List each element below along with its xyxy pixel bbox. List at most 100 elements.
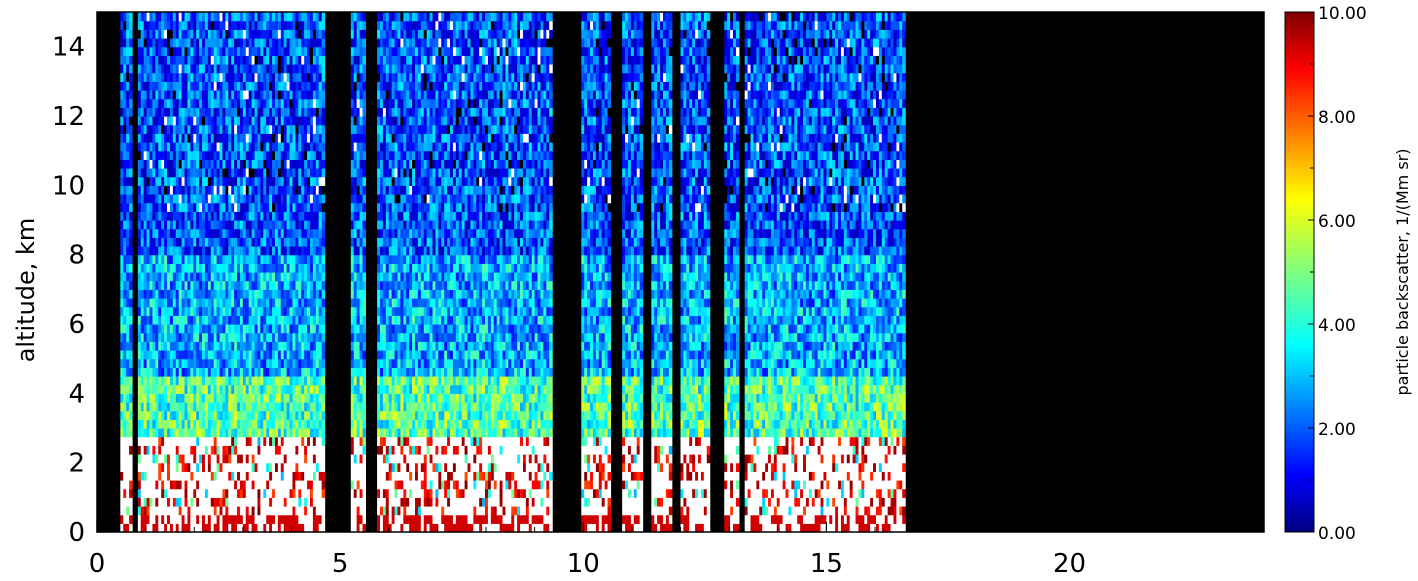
heatmap-cell bbox=[362, 428, 366, 437]
heatmap-cell bbox=[129, 73, 133, 82]
heatmap-cell bbox=[322, 263, 326, 272]
heatmap-cell bbox=[129, 333, 133, 342]
heatmap-cell bbox=[129, 411, 133, 420]
heatmap-cell bbox=[322, 55, 326, 64]
heatmap-cell bbox=[322, 489, 326, 498]
heatmap-cell bbox=[322, 437, 326, 446]
heatmap-cell bbox=[129, 38, 133, 47]
heatmap-cell bbox=[322, 341, 326, 350]
heatmap-cell bbox=[129, 419, 133, 428]
heatmap-cell bbox=[362, 497, 366, 506]
heatmap-cell bbox=[129, 402, 133, 411]
heatmap-cell bbox=[322, 107, 326, 116]
heatmap-cell bbox=[362, 159, 366, 168]
heatmap-cell bbox=[129, 133, 133, 142]
heatmap-cell bbox=[322, 142, 326, 151]
heatmap-cell bbox=[322, 90, 326, 99]
heatmap-cell bbox=[129, 203, 133, 212]
heatmap-cell bbox=[362, 263, 366, 272]
heatmap-cell bbox=[129, 281, 133, 290]
heatmap-cell bbox=[129, 107, 133, 116]
heatmap-cell bbox=[362, 125, 366, 134]
heatmap-cell bbox=[129, 489, 133, 498]
heatmap-cell bbox=[362, 29, 366, 38]
heatmap-cell bbox=[129, 445, 133, 454]
heatmap-cell bbox=[129, 246, 133, 255]
heatmap-cell bbox=[129, 151, 133, 160]
heatmap-cell bbox=[129, 289, 133, 298]
heatmap-cell bbox=[362, 315, 366, 324]
heatmap-cell bbox=[362, 194, 366, 203]
heatmap-cell bbox=[362, 237, 366, 246]
heatmap-cell bbox=[322, 411, 326, 420]
heatmap-cell bbox=[129, 376, 133, 385]
heatmap-cell bbox=[362, 116, 366, 125]
plot-area bbox=[97, 12, 1264, 533]
heatmap-cell bbox=[129, 341, 133, 350]
heatmap-cell bbox=[362, 402, 366, 411]
heatmap-cell bbox=[362, 411, 366, 420]
heatmap-cell bbox=[129, 99, 133, 108]
heatmap-cell bbox=[362, 437, 366, 446]
heatmap-cell bbox=[322, 454, 326, 463]
heatmap-cell bbox=[362, 350, 366, 359]
heatmap-cell bbox=[129, 298, 133, 307]
heatmap-cell bbox=[129, 463, 133, 472]
heatmap-cell bbox=[362, 523, 366, 532]
heatmap-cell bbox=[362, 307, 366, 316]
heatmap-cell bbox=[322, 99, 326, 108]
heatmap-cell bbox=[362, 341, 366, 350]
heatmap-cell bbox=[362, 73, 366, 82]
heatmap-cell bbox=[362, 142, 366, 151]
heatmap-cell bbox=[362, 471, 366, 480]
heatmap-cell bbox=[129, 194, 133, 203]
heatmap-cell bbox=[322, 385, 326, 394]
heatmap-cell bbox=[322, 64, 326, 73]
heatmap-cell bbox=[322, 376, 326, 385]
heatmap-cell bbox=[362, 211, 366, 220]
heatmap-cell bbox=[362, 298, 366, 307]
heatmap-cell bbox=[322, 29, 326, 38]
heatmap-cell bbox=[362, 47, 366, 56]
heatmap-cell bbox=[322, 133, 326, 142]
heatmap-cell bbox=[322, 350, 326, 359]
heatmap-cell bbox=[129, 428, 133, 437]
heatmap-cell bbox=[129, 307, 133, 316]
heatmap-cell bbox=[362, 55, 366, 64]
heatmap-cell bbox=[322, 229, 326, 238]
heatmap-cell bbox=[129, 350, 133, 359]
heatmap-cell bbox=[129, 125, 133, 134]
heatmap-cell bbox=[129, 515, 133, 524]
heatmap-cell bbox=[322, 177, 326, 186]
heatmap-cell bbox=[129, 454, 133, 463]
heatmap-cell bbox=[322, 497, 326, 506]
heatmap-cell bbox=[129, 229, 133, 238]
heatmap-cell bbox=[322, 125, 326, 134]
heatmap-cell bbox=[322, 298, 326, 307]
heatmap-cell bbox=[362, 38, 366, 47]
heatmap-cell bbox=[322, 38, 326, 47]
heatmap-cell bbox=[129, 47, 133, 56]
heatmap-cell bbox=[129, 237, 133, 246]
heatmap-cell bbox=[322, 159, 326, 168]
heatmap-cell bbox=[129, 263, 133, 272]
heatmap-cell bbox=[362, 367, 366, 376]
heatmap-cell bbox=[362, 359, 366, 368]
heatmap-cell bbox=[322, 480, 326, 489]
heatmap-cell bbox=[322, 471, 326, 480]
heatmap-cell bbox=[129, 324, 133, 333]
heatmap-cell bbox=[129, 523, 133, 532]
heatmap-cell bbox=[129, 471, 133, 480]
heatmap-cell bbox=[129, 159, 133, 168]
heatmap-cell bbox=[129, 272, 133, 281]
heatmap-cell bbox=[362, 281, 366, 290]
heatmap-cell bbox=[322, 367, 326, 376]
heatmap-cell bbox=[362, 99, 366, 108]
heatmap-cell bbox=[322, 203, 326, 212]
heatmap-cell bbox=[362, 489, 366, 498]
heatmap-cell bbox=[129, 90, 133, 99]
heatmap-cell bbox=[362, 289, 366, 298]
heatmap-cell bbox=[129, 385, 133, 394]
heatmap-cell bbox=[362, 220, 366, 229]
